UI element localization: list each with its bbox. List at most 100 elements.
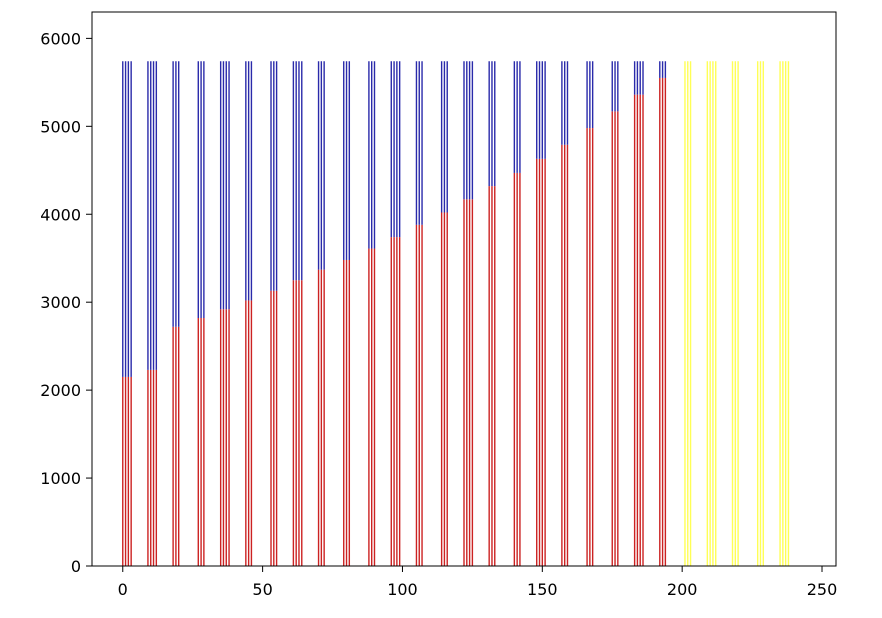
- bar-top-segment: [228, 61, 230, 310]
- bar-bottom-segment: [124, 376, 127, 566]
- bar-top-segment: [273, 61, 275, 291]
- bar-bottom-segment: [323, 269, 325, 566]
- y-tick-label: 6000: [40, 29, 81, 48]
- bar-top-segment: [152, 61, 155, 370]
- bar-yellow: [756, 61, 759, 566]
- bar-top-segment: [323, 61, 325, 270]
- bar-top-segment: [659, 61, 661, 78]
- bar-top-segment: [617, 61, 619, 112]
- bar-bottom-segment: [642, 94, 644, 567]
- bar-top-segment: [348, 61, 351, 260]
- bar-top-segment: [586, 61, 588, 129]
- bar-top-segment: [250, 61, 253, 301]
- bar-top-segment: [320, 61, 323, 270]
- x-tick-label: 200: [667, 580, 698, 599]
- bar-top-segment: [516, 61, 518, 173]
- bar-bottom-segment: [566, 144, 569, 567]
- bar-bottom-segment: [345, 259, 348, 566]
- bar-top-segment: [203, 61, 205, 319]
- bar-bottom-segment: [661, 77, 664, 566]
- bar-bottom-segment: [175, 326, 177, 566]
- bar-bottom-segment: [247, 300, 250, 566]
- bar-bottom-segment: [172, 326, 174, 566]
- bar-bottom-segment: [200, 318, 202, 566]
- bar-yellow: [715, 61, 717, 566]
- bar-bottom-segment: [471, 199, 474, 567]
- bar-bottom-segment: [150, 369, 152, 566]
- bar-top-segment: [544, 61, 546, 159]
- bar-top-segment: [661, 61, 664, 78]
- bar-top-segment: [373, 61, 376, 249]
- bar-bottom-segment: [373, 248, 376, 567]
- bar-bottom-segment: [488, 186, 490, 566]
- y-tick-label: 1000: [40, 469, 81, 488]
- bar-bottom-segment: [396, 237, 398, 566]
- bar-bottom-segment: [664, 77, 667, 566]
- bar-bottom-segment: [245, 300, 247, 566]
- bar-top-segment: [471, 61, 474, 200]
- bar-bottom-segment: [519, 172, 521, 566]
- bar-bottom-segment: [443, 212, 446, 566]
- bar-top-segment: [614, 61, 616, 112]
- bar-bottom-segment: [295, 280, 297, 566]
- bar-yellow: [709, 61, 711, 566]
- bar-top-segment: [175, 61, 177, 327]
- y-tick-label: 2000: [40, 381, 81, 400]
- bar-bottom-segment: [633, 94, 636, 567]
- bar-bottom-segment: [544, 158, 546, 566]
- x-tick-label: 100: [387, 580, 418, 599]
- bar-top-segment: [124, 61, 127, 377]
- bar-bottom-segment: [561, 144, 563, 567]
- bar-top-segment: [298, 61, 300, 281]
- bar-top-segment: [396, 61, 398, 238]
- bar-top-segment: [368, 61, 370, 249]
- bar-top-segment: [172, 61, 174, 327]
- bar-bottom-segment: [418, 224, 420, 567]
- x-tick-label: 250: [807, 580, 838, 599]
- x-tick-label: 0: [118, 580, 128, 599]
- bar-top-segment: [421, 61, 423, 225]
- bar-bottom-segment: [586, 128, 588, 567]
- bar-bottom-segment: [541, 158, 544, 566]
- bar-top-segment: [633, 61, 636, 95]
- bar-yellow: [787, 61, 790, 566]
- bar-top-segment: [292, 61, 295, 281]
- bar-bottom-segment: [317, 269, 320, 566]
- bar-yellow: [712, 61, 714, 566]
- bar-top-segment: [343, 61, 345, 260]
- bar-bottom-segment: [275, 290, 278, 566]
- bar-bottom-segment: [398, 237, 401, 566]
- bar-bottom-segment: [301, 280, 303, 566]
- bar-top-segment: [639, 61, 641, 95]
- bar-top-segment: [566, 61, 569, 145]
- bar-bottom-segment: [390, 237, 392, 566]
- bar-bottom-segment: [617, 111, 619, 566]
- bar-bottom-segment: [513, 172, 516, 566]
- bar-bottom-segment: [225, 309, 227, 566]
- bar-top-segment: [200, 61, 202, 319]
- bar-top-segment: [150, 61, 152, 370]
- x-tick-label: 50: [252, 580, 272, 599]
- bar-yellow: [734, 61, 737, 566]
- bar-bottom-segment: [292, 280, 295, 566]
- bar-top-segment: [589, 61, 591, 129]
- bar-yellow: [762, 61, 764, 566]
- bar-bottom-segment: [273, 290, 275, 566]
- bar-bottom-segment: [250, 300, 253, 566]
- bar-top-segment: [538, 61, 541, 159]
- bar-top-segment: [371, 61, 373, 249]
- bar-bottom-segment: [494, 186, 496, 566]
- bar-bottom-segment: [468, 199, 471, 567]
- axes-layer: 0 50 100 150 200 250 0 1000 2000 3000 4000 5000 6000: [40, 11, 838, 599]
- bar-bottom-segment: [197, 318, 199, 566]
- bar-yellow: [706, 61, 709, 566]
- bar-top-segment: [541, 61, 544, 159]
- bar-yellow: [687, 61, 689, 566]
- bar-top-segment: [127, 61, 130, 377]
- y-tick-label: 0: [71, 557, 81, 576]
- bar-top-segment: [122, 61, 124, 377]
- bar-top-segment: [345, 61, 348, 260]
- bar-bottom-segment: [147, 369, 149, 566]
- bar-bottom-segment: [393, 237, 395, 566]
